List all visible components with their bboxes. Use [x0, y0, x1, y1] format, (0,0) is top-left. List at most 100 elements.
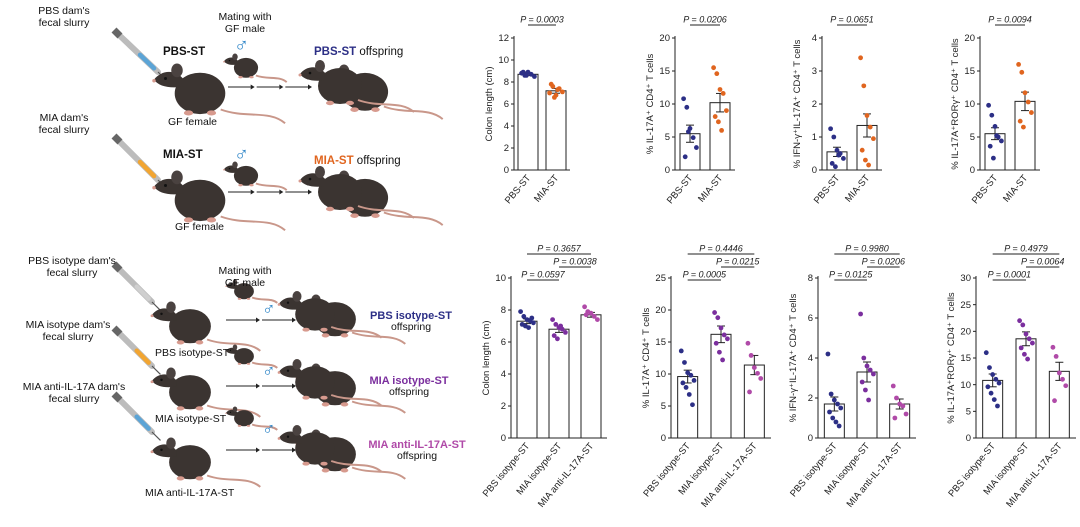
data-point	[690, 402, 695, 408]
y-tick-label: 15	[659, 66, 670, 77]
data-point	[867, 124, 873, 130]
group-label-mia-anti: MIA anti-IL-17A-ST	[145, 487, 235, 499]
syringe-plunger	[111, 325, 123, 337]
mouse-paw	[340, 468, 349, 473]
mouse-body	[295, 432, 335, 465]
data-point	[995, 403, 1000, 409]
mouse-body	[233, 165, 259, 186]
mouse-paw	[246, 362, 251, 365]
data-point	[991, 155, 996, 161]
mouse-paw	[238, 75, 243, 79]
male-mouse-icon	[225, 279, 278, 304]
mouse-paw	[326, 100, 334, 106]
data-point	[987, 143, 993, 149]
male-mouse-icon	[225, 406, 278, 431]
arrow-head-icon	[308, 189, 312, 195]
p-value-label: P = 0.4979	[1004, 244, 1047, 254]
mouse-nose	[277, 371, 281, 374]
mouse-paw	[371, 107, 380, 112]
mouse-paw	[176, 476, 185, 481]
data-point	[835, 401, 840, 407]
mating-label-top: Mating with GF male	[218, 11, 272, 35]
y-axis-title: % IFN-γ⁺IL-17A⁺ CD4⁺ T cells	[788, 293, 799, 422]
mouse-ear	[232, 161, 238, 169]
syringe-icon	[111, 325, 161, 375]
male-mouse-icon	[223, 161, 288, 191]
mouse-paw	[206, 217, 217, 223]
mouse-paw	[195, 476, 204, 481]
data-point	[555, 87, 560, 93]
data-point	[588, 310, 594, 316]
data-point	[1056, 370, 1062, 376]
data-point	[992, 124, 998, 129]
x-tick-label: MIA-ST	[843, 173, 872, 205]
mouse-ear	[232, 406, 238, 412]
data-point	[550, 317, 555, 322]
mouse-ear	[232, 279, 238, 285]
bar	[517, 73, 539, 171]
data-point	[690, 135, 696, 141]
mouse-paw	[321, 402, 330, 407]
donor-label-pbs: PBS dam's fecal slurry	[38, 5, 90, 29]
data-point	[1023, 331, 1029, 337]
mouse-body	[234, 410, 254, 427]
data-point	[563, 330, 568, 335]
offspring-mouse-icon	[277, 291, 383, 339]
y-axis-title: % IL-17A⁺RORγ⁺ CD4⁺ T cells	[950, 38, 961, 170]
mouse-eye	[228, 59, 231, 62]
y-tick-label: 4	[501, 369, 506, 380]
mouse-tail	[383, 105, 444, 120]
data-point	[989, 112, 995, 118]
mouse-body	[169, 309, 211, 344]
data-point	[903, 411, 909, 417]
data-point	[836, 152, 841, 158]
data-point	[838, 405, 844, 411]
data-point	[1029, 110, 1034, 115]
arrow-head-icon	[250, 189, 255, 195]
mouse-paw	[246, 297, 251, 300]
p-value-label: P = 0.0001	[988, 270, 1031, 280]
mouse-body	[233, 57, 259, 78]
mouse-paw	[321, 333, 330, 338]
syringe-needle	[151, 301, 161, 311]
mouse-paw	[237, 362, 242, 365]
mouse-eye	[308, 177, 312, 181]
mouse-nose	[225, 285, 227, 287]
data-point	[713, 340, 719, 346]
syringe-needle	[151, 431, 161, 441]
mouse-tail	[220, 108, 286, 125]
mouse-paw	[346, 206, 354, 212]
data-point	[595, 317, 600, 322]
female-mouse-icon	[150, 301, 261, 352]
data-point	[720, 357, 725, 363]
bar	[516, 320, 538, 439]
data-point	[863, 387, 868, 393]
data-point	[748, 353, 754, 358]
p-value-label: P = 0.0005	[683, 270, 727, 280]
y-tick-label: 5	[970, 132, 975, 143]
y-tick-label: 15	[960, 353, 971, 364]
data-point	[986, 102, 991, 108]
y-tick-label: 4	[812, 33, 817, 44]
group-label-mia-isotype: MIA isotype-ST	[155, 413, 227, 425]
mouse-paw	[246, 424, 251, 427]
y-tick-label: 30	[960, 273, 971, 284]
bar	[710, 333, 732, 439]
data-point	[863, 157, 868, 163]
data-point	[521, 314, 527, 319]
data-point	[531, 320, 536, 326]
x-tick-label: PBS-ST	[503, 173, 534, 207]
data-point	[833, 164, 838, 170]
data-point	[834, 147, 840, 153]
mouse-nose	[223, 168, 225, 171]
data-point	[871, 371, 876, 377]
arrow-sequence	[228, 189, 312, 195]
y-tick-label: 0	[966, 433, 971, 444]
mouse-nose	[223, 60, 225, 63]
data-point	[988, 390, 994, 396]
donor-label-mia-isotype: MIA isotype dam's fecal slurry	[25, 319, 111, 343]
data-point	[555, 336, 560, 342]
mouse-paw	[176, 340, 185, 345]
mouse-nose	[225, 350, 227, 352]
